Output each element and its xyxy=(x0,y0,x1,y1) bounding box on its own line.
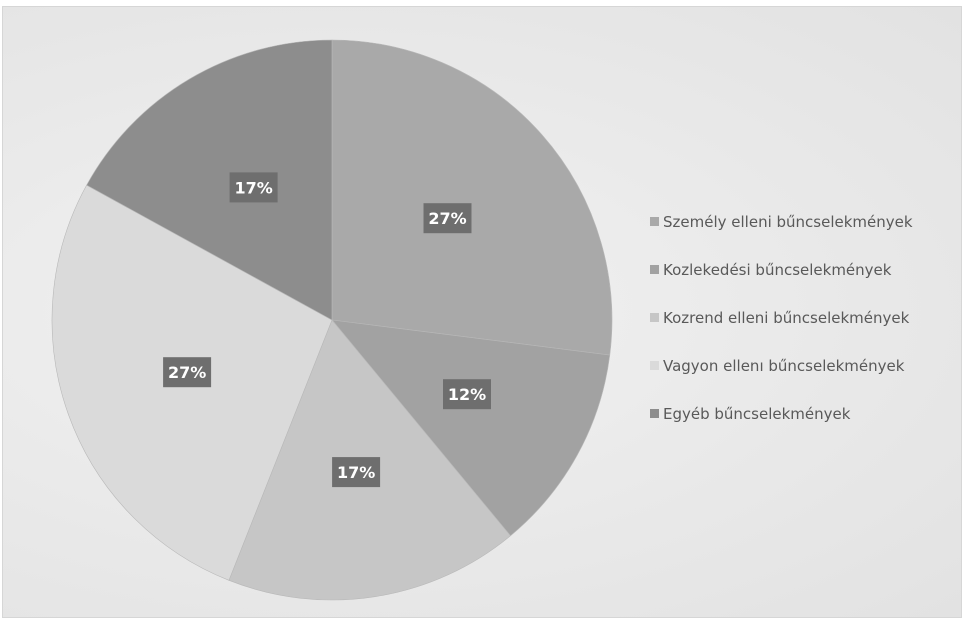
legend-swatch xyxy=(650,361,659,370)
legend-label: Vagyon ellenı bűncselekmények xyxy=(663,357,905,375)
data-label-5: 17% xyxy=(229,172,278,203)
legend-swatch xyxy=(650,265,659,274)
data-label-1: 27% xyxy=(423,203,472,234)
slices-layer xyxy=(51,39,613,601)
data-label-box xyxy=(443,379,491,410)
data-label-2: 12% xyxy=(443,379,491,410)
legend-item-1: Személy elleni bűncselekmények xyxy=(650,213,913,231)
data-label-3: 17% xyxy=(332,457,381,488)
legend-swatch xyxy=(650,313,659,322)
data-label-text: 17% xyxy=(234,178,272,197)
legend-swatch xyxy=(650,409,659,418)
pie-slice-5 xyxy=(86,39,333,321)
legend-item-5: Egyéb bűncselekmények xyxy=(650,405,851,423)
legend: Személy elleni bűncselekmények Kozlekedés… xyxy=(650,213,913,423)
data-label-4: 27% xyxy=(163,357,212,388)
legend-item-4: Vagyon ellenı bűncselekmények xyxy=(650,357,905,375)
pie-slice-1 xyxy=(331,39,613,356)
data-label-text: 27% xyxy=(168,363,206,382)
legend-label: Kozlekedési bűncselekmények xyxy=(663,261,892,279)
data-label-box xyxy=(423,203,472,234)
legend-swatch xyxy=(650,217,659,226)
data-labels-layer: 27% 12% 17% 27% 17% xyxy=(163,172,491,488)
legend-item-2: Kozlekedési bűncselekmények xyxy=(650,261,892,279)
data-label-text: 12% xyxy=(448,385,486,404)
legend-label: Kozrend elleni bűncselekmények xyxy=(663,309,910,327)
data-label-text: 27% xyxy=(428,209,466,228)
pie-slice-2 xyxy=(331,319,611,537)
data-label-box xyxy=(163,357,212,388)
data-label-box xyxy=(332,457,381,488)
legend-label: Személy elleni bűncselekmények xyxy=(663,213,913,231)
data-label-text: 17% xyxy=(337,463,375,482)
legend-label: Egyéb bűncselekmények xyxy=(663,405,851,423)
data-label-box xyxy=(229,172,278,203)
legend-item-3: Kozrend elleni bűncselekmények xyxy=(650,309,910,327)
